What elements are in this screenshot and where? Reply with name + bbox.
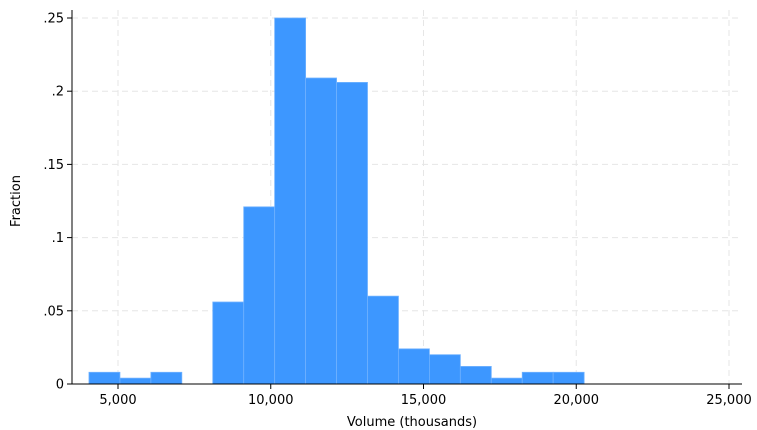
histogram-bar: [552, 371, 585, 385]
histogram-bar: [336, 82, 368, 385]
y-axis-title: Fraction: [9, 175, 24, 227]
y-tick-label: 0: [56, 378, 64, 393]
histogram-bar: [459, 366, 492, 385]
y-tick-label: .05: [43, 304, 64, 319]
y-tick-label: .25: [43, 12, 64, 27]
histogram-bar: [398, 348, 430, 385]
axes: 0 .05 .1 .15 .2 .25 5,000 10,000 15,000 20,000 25,…: [43, 10, 752, 408]
histogram-bar: [367, 295, 399, 385]
histogram-bar: [305, 77, 337, 385]
histogram-bar: [490, 377, 523, 385]
x-tick-label: 15,000: [401, 393, 447, 408]
histogram-bar: [212, 301, 245, 385]
y-tick-label: .2: [52, 85, 64, 100]
histogram-bar: [88, 371, 121, 385]
grid-lines: [72, 10, 742, 384]
histogram-bar: [119, 377, 152, 385]
histogram-bar: [150, 371, 183, 385]
x-tick-label: 25,000: [706, 393, 752, 408]
histogram-bar: [243, 206, 276, 385]
x-tick-label: 20,000: [554, 393, 600, 408]
x-tick-label: 10,000: [248, 393, 294, 408]
histogram-bar: [428, 354, 461, 385]
histogram-bars: [88, 17, 585, 385]
histogram-bar: [521, 371, 554, 385]
histogram-bar: [274, 17, 307, 385]
y-tick-label: .1: [52, 231, 64, 246]
x-tick-label: 5,000: [99, 393, 136, 408]
x-axis-title: Volume (thousands): [347, 415, 477, 430]
y-tick-label: .15: [43, 158, 64, 173]
